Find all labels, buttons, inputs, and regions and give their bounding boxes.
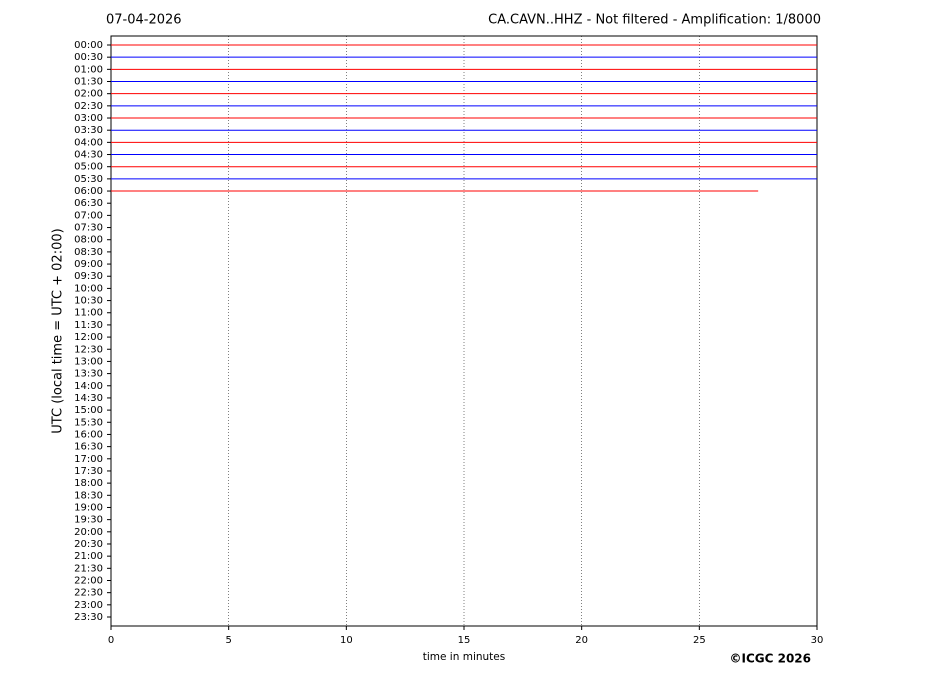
y-tick-label: 09:30 — [74, 271, 103, 282]
y-tick-label: 06:00 — [74, 186, 103, 197]
y-tick-label: 03:00 — [74, 113, 103, 124]
y-tick-label: 19:30 — [74, 515, 103, 526]
y-tick-label: 16:30 — [74, 442, 103, 453]
y-tick-label: 08:30 — [74, 247, 103, 258]
y-tick-label: 01:00 — [74, 64, 103, 75]
y-tick-label: 20:00 — [74, 527, 103, 538]
y-tick-label: 04:30 — [74, 150, 103, 161]
y-tick-label: 21:00 — [74, 551, 103, 562]
y-tick-label: 04:00 — [74, 137, 103, 148]
y-tick-label: 18:30 — [74, 490, 103, 501]
y-tick-label: 11:00 — [74, 308, 103, 319]
y-tick-label: 19:00 — [74, 502, 103, 513]
y-tick-label: 15:00 — [74, 405, 103, 416]
y-tick-label: 15:30 — [74, 417, 103, 428]
y-tick-label: 18:00 — [74, 478, 103, 489]
y-tick-label: 00:00 — [74, 40, 103, 51]
y-tick-label: 05:30 — [74, 174, 103, 185]
y-tick-label: 11:30 — [74, 320, 103, 331]
y-tick-label: 23:00 — [74, 600, 103, 611]
y-tick-label: 13:30 — [74, 369, 103, 380]
y-tick-label: 14:30 — [74, 393, 103, 404]
y-tick-label: 00:30 — [74, 52, 103, 63]
x-tick-label: 25 — [693, 635, 706, 646]
x-tick-label: 20 — [575, 635, 588, 646]
y-tick-label: 10:00 — [74, 283, 103, 294]
x-tick-label: 0 — [108, 635, 114, 646]
copyright: ©ICGC 2026 — [729, 652, 811, 666]
date-title: 07-04-2026 — [106, 13, 182, 28]
y-tick-label: 12:00 — [74, 332, 103, 343]
y-tick-label: 07:00 — [74, 210, 103, 221]
y-tick-label: 09:00 — [74, 259, 103, 270]
y-tick-label: 08:00 — [74, 235, 103, 246]
x-tick-label: 10 — [340, 635, 353, 646]
x-tick-label: 30 — [811, 635, 824, 646]
y-tick-label: 06:30 — [74, 198, 103, 209]
y-tick-label: 22:30 — [74, 588, 103, 599]
y-tick-label: 23:30 — [74, 612, 103, 623]
y-tick-label: 05:00 — [74, 162, 103, 173]
y-tick-label: 07:30 — [74, 223, 103, 234]
y-tick-label: 17:00 — [74, 454, 103, 465]
x-tick-label: 5 — [225, 635, 231, 646]
y-tick-label: 02:30 — [74, 101, 103, 112]
y-tick-label: 03:30 — [74, 125, 103, 136]
chart-title: CA.CAVN..HHZ - Not filtered - Amplificat… — [488, 13, 821, 28]
y-tick-label: 14:00 — [74, 381, 103, 392]
x-axis-label: time in minutes — [423, 651, 505, 663]
y-tick-label: 16:00 — [74, 429, 103, 440]
y-tick-label: 02:00 — [74, 89, 103, 100]
x-tick-label: 15 — [458, 635, 471, 646]
y-tick-label: 10:30 — [74, 296, 103, 307]
y-tick-label: 20:30 — [74, 539, 103, 550]
y-tick-label: 22:00 — [74, 575, 103, 586]
y-tick-label: 12:30 — [74, 344, 103, 355]
y-axis-label: UTC (local time = UTC + 02:00) — [51, 228, 66, 433]
y-tick-label: 01:30 — [74, 77, 103, 88]
y-tick-label: 17:30 — [74, 466, 103, 477]
y-tick-label: 21:30 — [74, 563, 103, 574]
y-tick-label: 13:00 — [74, 356, 103, 367]
